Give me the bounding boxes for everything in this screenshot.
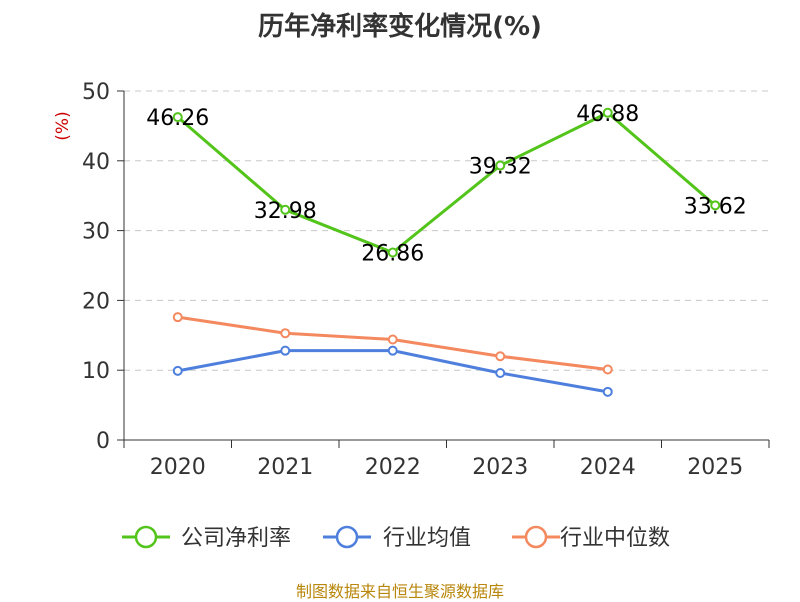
legend-label: 行业中位数	[560, 526, 670, 551]
legend-marker-icon	[134, 525, 158, 549]
source-note: 制图数据来自恒生聚源数据库	[295, 582, 504, 601]
y-tick-label: 30	[82, 220, 110, 245]
legend-marker-icon	[524, 525, 548, 549]
x-tick-label: 2022	[365, 455, 421, 480]
data-point	[280, 328, 291, 339]
data-label: 33.62	[684, 194, 747, 219]
y-tick-label: 10	[82, 359, 110, 384]
y-tick-label: 50	[82, 80, 110, 105]
data-point	[387, 247, 398, 258]
x-tick-label: 2024	[580, 455, 636, 480]
data-point	[710, 200, 721, 211]
series-line	[177, 349, 609, 394]
series-line	[176, 111, 717, 255]
data-point	[172, 312, 183, 323]
x-tick-label: 2023	[472, 455, 528, 480]
data-point	[495, 160, 506, 171]
data-point	[602, 107, 613, 118]
x-tick-label: 2025	[687, 455, 743, 480]
data-point	[495, 351, 506, 362]
legend-label: 行业均值	[383, 526, 471, 551]
data-point	[602, 364, 613, 375]
legend-marker-icon	[335, 525, 359, 549]
data-point	[387, 334, 398, 345]
y-tick-label: 0	[96, 429, 110, 454]
legend-label: 公司净利率	[181, 526, 291, 551]
data-label: 32.98	[254, 199, 317, 224]
data-point	[387, 345, 398, 356]
data-label: 39.32	[469, 155, 532, 180]
chart-title: 历年净利率变化情况(%)	[258, 12, 542, 42]
data-point	[172, 112, 183, 123]
data-label: 26.86	[361, 242, 424, 267]
y-axis-label: (%)	[53, 111, 73, 140]
y-tick-label: 40	[82, 150, 110, 175]
x-tick-label: 2021	[257, 455, 313, 480]
data-label: 46.26	[146, 106, 209, 131]
data-point	[495, 367, 506, 378]
data-point	[280, 345, 291, 356]
data-point	[172, 365, 183, 376]
data-point	[602, 386, 613, 397]
data-point	[280, 204, 291, 215]
data-label: 46.88	[576, 102, 639, 127]
y-tick-label: 20	[82, 289, 110, 314]
x-tick-label: 2020	[150, 455, 206, 480]
